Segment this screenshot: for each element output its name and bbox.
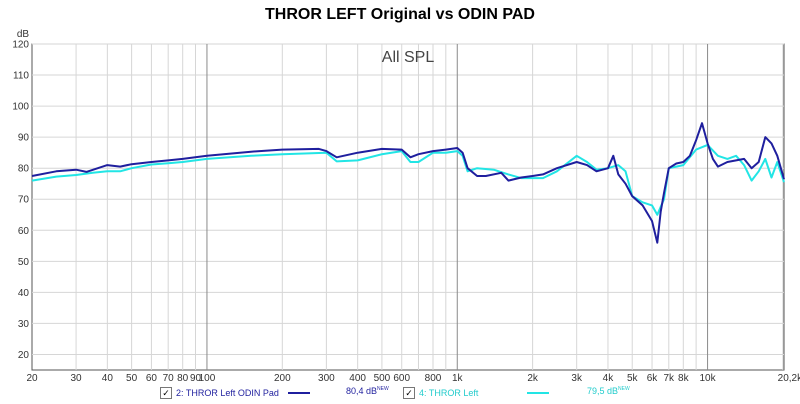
legend-value-1: 80,4 dBNEW	[346, 386, 389, 396]
series-lines	[31, 122, 785, 244]
x-tick-label: 8k	[678, 373, 690, 384]
legend-value-sup-1: NEW	[377, 386, 389, 392]
y-axis-label: dB	[17, 29, 30, 40]
y-tick-label: 70	[18, 195, 30, 206]
x-tick-label: 20,2kHz	[778, 373, 800, 384]
x-tick-label: 80	[177, 373, 189, 384]
legend-value-text-1: 80,4 dB	[346, 386, 378, 396]
chart-title: THROR LEFT Original vs ODIN PAD	[265, 6, 535, 23]
x-tick-label: 1k	[452, 373, 464, 384]
x-tick-label: 70	[163, 373, 175, 384]
x-tick-label: 10k	[700, 373, 717, 384]
y-axis-ticks: 20 30 40 50 60 70 80 90 100 110 120	[12, 40, 29, 361]
x-tick-label: 7k	[664, 373, 676, 384]
x-tick-label: 90	[190, 373, 202, 384]
y-tick-label: 80	[18, 164, 30, 175]
legend-value-2: 79,5 dBNEW	[587, 386, 630, 396]
x-tick-label: 6k	[647, 373, 659, 384]
x-tick-label: 3k	[571, 373, 583, 384]
x-tick-label: 50	[126, 373, 138, 384]
y-tick-label: 110	[13, 71, 29, 82]
chart-annotation: All SPL	[382, 49, 435, 66]
x-tick-label: 800	[425, 373, 442, 384]
y-tick-label: 90	[18, 133, 30, 144]
y-tick-label: 40	[18, 288, 30, 299]
y-tick-label: 30	[18, 319, 30, 330]
x-tick-label: 2k	[527, 373, 539, 384]
x-tick-label: 30	[71, 373, 83, 384]
legend-item-series-2[interactable]: ✓ 4: THROR Left	[403, 386, 478, 400]
legend-label-1: 2: THROR Left ODIN Pad	[176, 388, 279, 398]
y-tick-label: 120	[12, 40, 29, 51]
series-line-2	[31, 143, 785, 216]
x-tick-label: 100	[199, 373, 216, 384]
x-tick-label: 20	[26, 373, 38, 384]
grid	[32, 43, 784, 370]
legend-swatch-1	[288, 392, 310, 394]
y-tick-label: 100	[12, 102, 29, 113]
x-tick-label: 500	[374, 373, 391, 384]
legend-value-sup-2: NEW	[618, 386, 630, 392]
legend-checkbox-2[interactable]: ✓	[403, 387, 415, 399]
legend-value-text-2: 79,5 dB	[587, 386, 619, 396]
x-tick-label: 40	[102, 373, 114, 384]
x-tick-label: 200	[274, 373, 291, 384]
plot-area	[31, 43, 785, 371]
legend-item-series-1[interactable]: ✓ 2: THROR Left ODIN Pad	[160, 386, 279, 400]
legend-label-2: 4: THROR Left	[419, 388, 479, 398]
y-tick-label: 20	[18, 350, 30, 361]
series-line-1	[31, 122, 785, 244]
y-tick-label: 50	[18, 257, 30, 268]
x-tick-label: 600	[393, 373, 410, 384]
x-tick-label: 4k	[603, 373, 615, 384]
x-tick-label: 400	[349, 373, 366, 384]
y-tick-label: 60	[18, 226, 30, 237]
legend: ✓ 2: THROR Left ODIN Pad 80,4 dBNEW ✓ 4:…	[160, 386, 800, 402]
x-tick-label: 300	[318, 373, 335, 384]
legend-swatch-2	[527, 392, 549, 394]
x-tick-label: 60	[146, 373, 158, 384]
x-tick-label: 5k	[627, 373, 639, 384]
legend-checkbox-1[interactable]: ✓	[160, 387, 172, 399]
